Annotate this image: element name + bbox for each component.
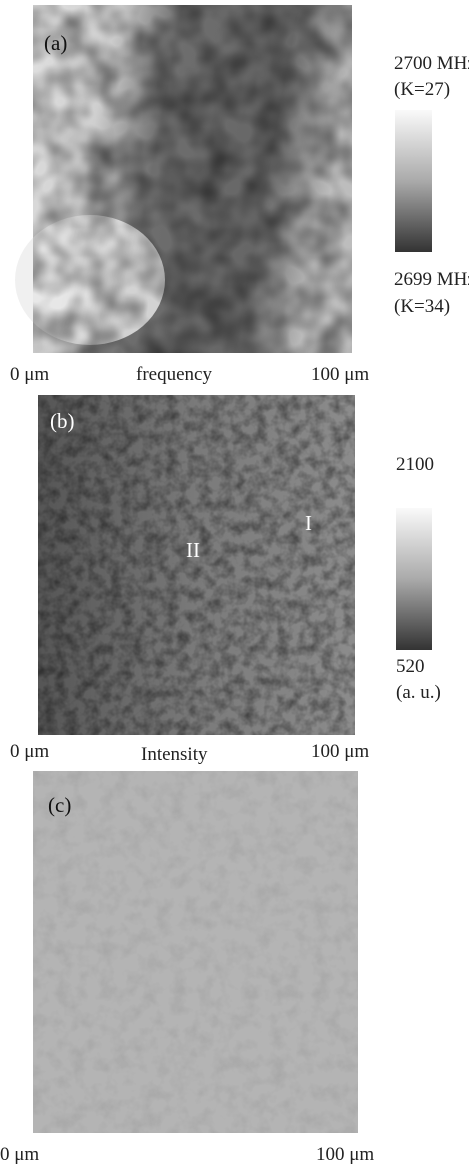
colorbar-top: 2100 bbox=[396, 454, 434, 475]
colorbar bbox=[395, 110, 432, 252]
panel-a: (a) 2700 MHz (K=27) 2699 MHz (K=34) 0 μm… bbox=[10, 5, 469, 385]
texture bbox=[38, 395, 355, 735]
colorbar-top: (K=27) bbox=[394, 79, 450, 100]
x-end: 100 μm bbox=[316, 1144, 374, 1165]
colorbar-bottom: (K=34) bbox=[394, 296, 450, 317]
colorbar-bottom: (a. u.) bbox=[396, 682, 441, 703]
colorbar-bottom: 2699 MHz bbox=[394, 269, 469, 290]
x-start: 0 μm bbox=[0, 1144, 39, 1165]
x-start: 0 μm bbox=[10, 741, 49, 762]
colorbar-top: 2700 MHz bbox=[394, 53, 469, 74]
region-label: I bbox=[305, 511, 312, 535]
x-start: 0 μm bbox=[10, 364, 49, 385]
texture bbox=[33, 5, 352, 353]
x-title: Intensity bbox=[141, 744, 208, 765]
figure: (a) 2700 MHz (K=27) 2699 MHz (K=34) 0 μm… bbox=[0, 0, 469, 1169]
colorbar-bottom: 520 bbox=[396, 656, 425, 677]
panel-label: (a) bbox=[44, 31, 67, 55]
region-label: II bbox=[186, 538, 200, 562]
panel-label: (b) bbox=[50, 409, 75, 433]
panel-c: (c) 0 μm 100 μm bbox=[0, 771, 374, 1165]
x-title: frequency bbox=[136, 364, 212, 385]
panel-label: (c) bbox=[48, 793, 71, 817]
texture bbox=[33, 771, 358, 1133]
colorbar bbox=[396, 508, 432, 650]
x-end: 100 μm bbox=[311, 364, 369, 385]
x-end: 100 μm bbox=[311, 741, 369, 762]
panel-b: (b) II I 2100 520 (a. u.) 0 μm Intensity… bbox=[10, 395, 441, 765]
page: {"panels": [ {"label": "(a)", "colorbar"… bbox=[0, 0, 469, 1169]
